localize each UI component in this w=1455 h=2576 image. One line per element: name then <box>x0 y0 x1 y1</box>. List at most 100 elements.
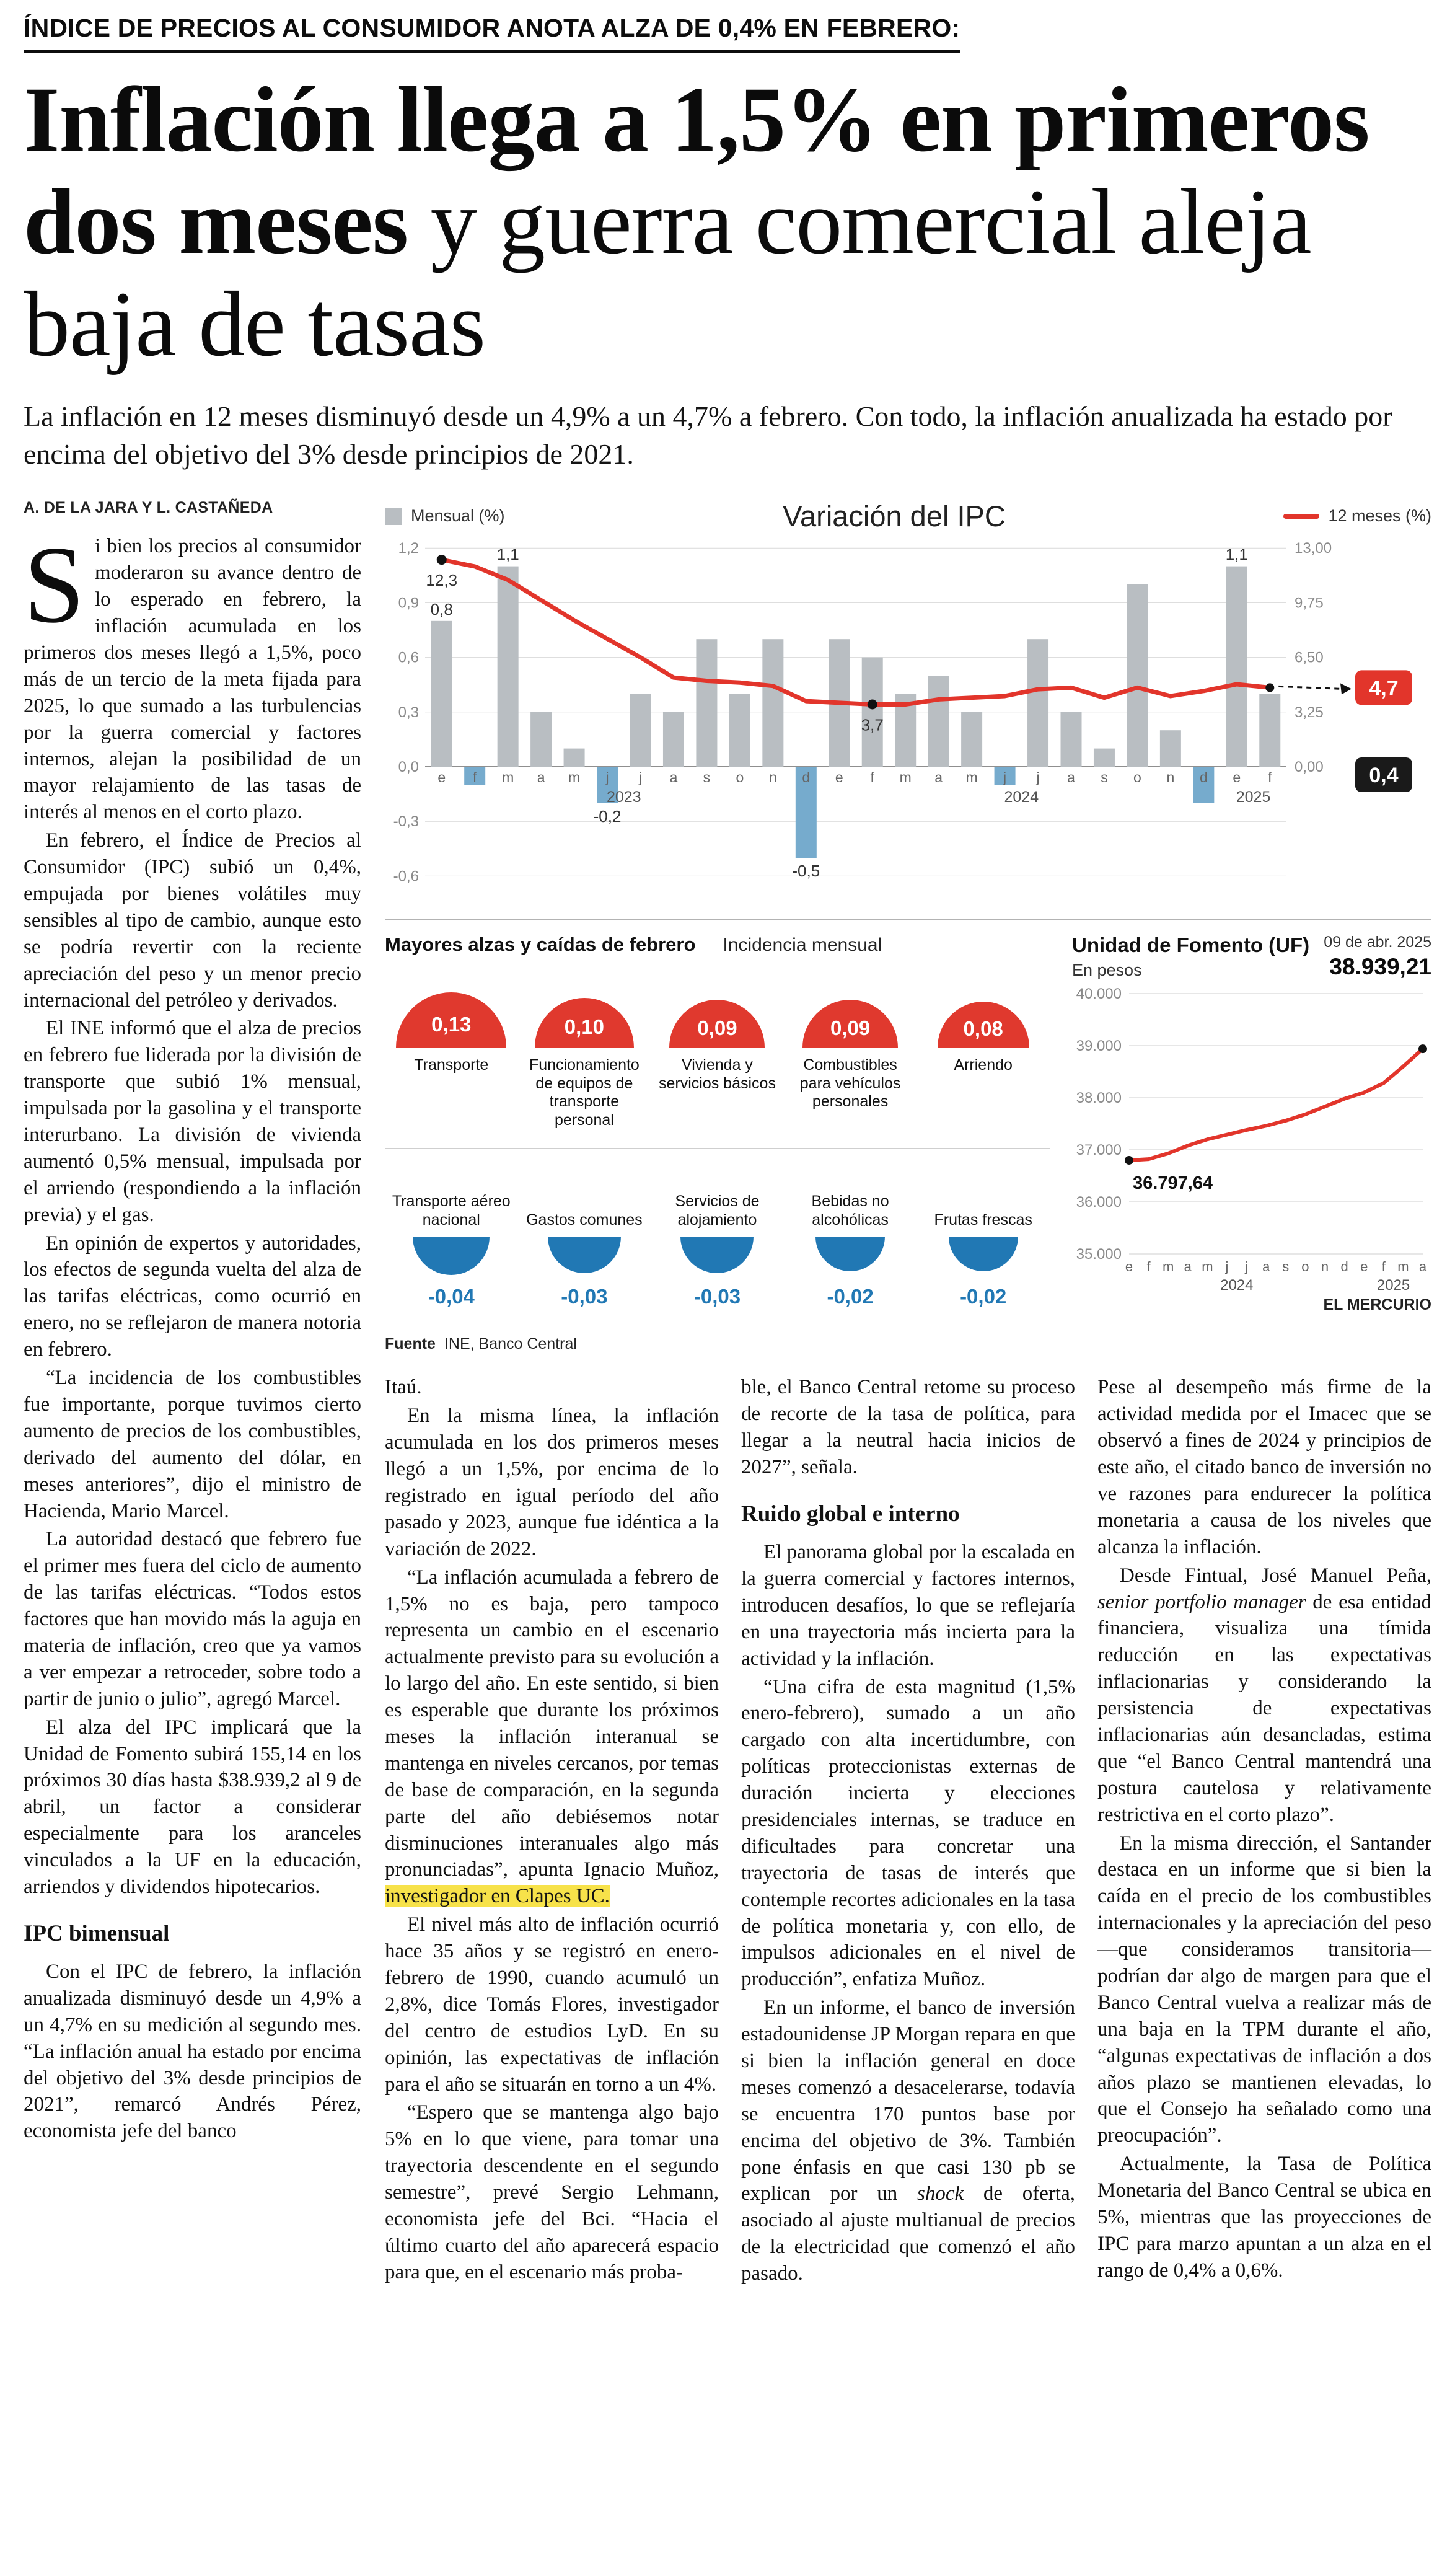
incidence-rise-item: 0,10 Funcionamiento de equipos de transp… <box>518 989 651 1129</box>
rise-label: Transporte <box>414 1056 489 1074</box>
incidence-fall-item: Servicios de alojamiento -0,03 <box>651 1170 784 1308</box>
svg-text:o: o <box>1301 1259 1309 1274</box>
incidence-falls-row: Transporte aéreo nacional -0,04 Gastos c… <box>385 1170 1050 1308</box>
uf-chart-header: Unidad de Fomento (UF) En pesos 09 de ab… <box>1072 933 1431 980</box>
rise-value: 0,09 <box>697 1016 737 1039</box>
svg-text:a: a <box>670 769 678 785</box>
rise-value: 0,09 <box>830 1016 871 1039</box>
rise-semicircle: 0,08 <box>937 1002 1029 1048</box>
svg-text:12,3: 12,3 <box>426 571 457 589</box>
incidence-fall-item: Frutas frescas -0,02 <box>917 1170 1050 1308</box>
secondary-charts-row: Mayores alzas y caídas de febrero Incide… <box>385 919 1431 1353</box>
fall-semicircle <box>948 1237 1018 1272</box>
svg-text:36.797,64: 36.797,64 <box>1133 1173 1213 1193</box>
fall-semicircle <box>413 1237 490 1276</box>
svg-text:m: m <box>966 769 978 785</box>
svg-text:n: n <box>1321 1259 1329 1274</box>
paragraph: Con el IPC de febrero, la inflación anua… <box>24 1960 361 2143</box>
svg-text:0,0: 0,0 <box>398 759 419 775</box>
svg-text:j: j <box>1244 1259 1248 1274</box>
svg-text:f: f <box>1268 769 1272 785</box>
paragraph: El alza del IPC implicará que la Unidad … <box>24 1716 361 1898</box>
source-note: Fuente INE, Banco Central <box>385 1317 1050 1353</box>
infographic-block: Mensual (%) Variación del IPC 12 meses (… <box>385 499 1431 1353</box>
headline-regular: y guerra comercial aleja baja de tasas <box>24 170 1312 376</box>
uf-end-date: 09 de abr. 2025 <box>1324 933 1431 951</box>
ipc-chart-title: Variación del IPC <box>783 500 1006 533</box>
svg-text:3,25: 3,25 <box>1295 704 1324 721</box>
ipc-chart-svg: 1,2 0,9 0,6 0,3 0,0 -0,3 -0,6 13,00 9,75 6,50 3,25… <box>393 540 1412 885</box>
incidence-fall-item: Gastos comunes -0,03 <box>518 1170 651 1308</box>
rise-semicircle: 0,09 <box>669 1000 765 1048</box>
paragraph: En febrero, el Índice de Precios al Cons… <box>24 829 361 1012</box>
body-column-4: Pese al desempeño más firme de la activi… <box>1097 1374 1431 2289</box>
incidence-rises-row: 0,13 Transporte 0,10 Funcionamiento de e… <box>385 989 1050 1129</box>
svg-text:1,1: 1,1 <box>497 545 519 564</box>
svg-text:f: f <box>1382 1259 1386 1274</box>
svg-text:m: m <box>1163 1259 1174 1274</box>
svg-text:a: a <box>537 769 545 785</box>
deck: La inflación en 12 meses disminuyó desde… <box>24 400 1392 470</box>
uf-title-block: Unidad de Fomento (UF) En pesos <box>1072 933 1309 980</box>
incidence-rise-item: 0,13 Transporte <box>385 989 518 1129</box>
fall-label: Servicios de alojamiento <box>675 1193 760 1228</box>
incidence-title: Mayores alzas y caídas de febrero <box>385 933 696 956</box>
svg-text:-0,5: -0,5 <box>792 862 820 880</box>
svg-text:-0,3: -0,3 <box>393 814 419 831</box>
svg-text:f: f <box>473 769 477 785</box>
incidence-header: Mayores alzas y caídas de febrero Incide… <box>385 933 1050 956</box>
uf-end-value: 38.939,21 <box>1329 954 1431 980</box>
rise-label: Arriendo <box>954 1056 1013 1074</box>
section-heading: Ruido global e interno <box>741 1501 960 1527</box>
paragraph: En la misma dirección, el Santander dest… <box>1097 1832 1431 2147</box>
uf-end-value-block: 09 de abr. 2025 38.939,21 <box>1324 933 1431 980</box>
paragraph: “La incidencia de los combustibles fue i… <box>24 1367 361 1522</box>
svg-text:2025: 2025 <box>1236 788 1271 806</box>
svg-text:s: s <box>703 769 711 785</box>
svg-text:f: f <box>1147 1259 1151 1274</box>
body-column-3: ble, el Banco Central retome su proceso … <box>741 1374 1075 2289</box>
paragraph: Desde Fintual, José Manuel Peña, senior … <box>1097 1564 1431 1826</box>
svg-text:n: n <box>1166 769 1174 785</box>
svg-text:6,50: 6,50 <box>1295 650 1324 666</box>
svg-text:3,7: 3,7 <box>861 716 884 734</box>
rise-label: Funcionamiento de equipos de transporte … <box>529 1056 640 1129</box>
svg-text:a: a <box>1419 1259 1427 1274</box>
fall-value: -0,04 <box>428 1285 475 1308</box>
legend-mensual-label: Mensual (%) <box>411 506 505 526</box>
svg-text:2025: 2025 <box>1377 1277 1410 1294</box>
svg-text:a: a <box>934 769 943 785</box>
incidence-chart: Mayores alzas y caídas de febrero Incide… <box>385 933 1050 1353</box>
fall-label: Frutas frescas <box>934 1211 1032 1228</box>
right-region: Mensual (%) Variación del IPC 12 meses (… <box>385 499 1431 2289</box>
svg-text:j: j <box>638 769 642 785</box>
svg-text:s: s <box>1101 769 1108 785</box>
svg-text:m: m <box>568 769 580 785</box>
svg-text:f: f <box>871 769 875 785</box>
svg-text:j: j <box>1035 769 1039 785</box>
svg-text:40.000: 40.000 <box>1076 986 1122 1002</box>
svg-text:2023: 2023 <box>607 788 641 806</box>
bar-swatch-icon <box>385 507 402 525</box>
paragraph: En un informe, el banco de inversión est… <box>741 1996 1075 2285</box>
paragraph: El nivel más alto de inflación ocurrió h… <box>385 1913 719 2096</box>
incidence-rise-item: 0,09 Vivienda y servicios básicos <box>651 989 784 1129</box>
svg-text:-0,6: -0,6 <box>393 868 419 885</box>
article-column-1: A. DE LA JARA Y L. CASTAÑEDA Si bien los… <box>24 499 361 2289</box>
paragraph: El panorama global por la escalada en la… <box>741 1541 1075 1670</box>
article-header: ÍNDICE DE PRECIOS AL CONSUMIDOR ANOTA AL… <box>24 14 1431 473</box>
svg-text:2024: 2024 <box>1004 788 1039 806</box>
svg-text:a: a <box>1067 769 1075 785</box>
fall-semicircle <box>547 1237 621 1274</box>
svg-text:e: e <box>835 769 843 785</box>
incidence-fall-item: Bebidas no alcohólicas -0,02 <box>784 1170 917 1308</box>
fall-value: -0,02 <box>827 1285 874 1308</box>
incidence-divider <box>385 1148 1050 1149</box>
kicker: ÍNDICE DE PRECIOS AL CONSUMIDOR ANOTA AL… <box>24 14 960 53</box>
svg-text:13,00: 13,00 <box>1295 540 1332 557</box>
paragraph: En la misma línea, la inflación acumulad… <box>385 1405 719 1560</box>
svg-text:m: m <box>1397 1259 1409 1274</box>
line-swatch-icon <box>1283 513 1320 519</box>
svg-text:d: d <box>1200 769 1208 785</box>
section-heading: IPC bimensual <box>24 1920 170 1946</box>
